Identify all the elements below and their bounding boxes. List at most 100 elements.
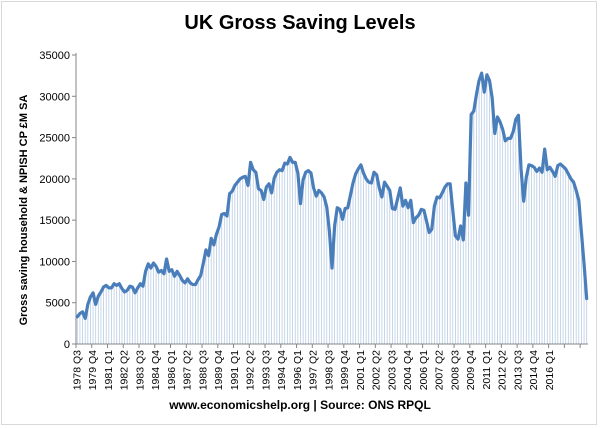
- data-point: [415, 216, 417, 218]
- data-point: [197, 278, 199, 280]
- data-point: [84, 317, 86, 319]
- data-point: [171, 268, 173, 270]
- data-point: [459, 225, 461, 227]
- data-point: [488, 79, 490, 81]
- data-point: [341, 218, 343, 220]
- data-point: [559, 163, 561, 165]
- data-point: [152, 262, 154, 264]
- x-tick-label: 2003 Q3: [386, 350, 398, 390]
- data-point: [404, 199, 406, 201]
- data-point: [483, 91, 485, 93]
- data-point: [501, 128, 503, 130]
- data-point: [131, 286, 133, 288]
- data-point: [215, 233, 217, 235]
- data-point: [454, 235, 456, 237]
- data-point: [525, 176, 527, 178]
- data-point: [105, 284, 107, 286]
- data-point: [129, 285, 131, 287]
- data-point: [457, 238, 459, 240]
- x-tick-label: 1987 Q2: [182, 350, 194, 390]
- data-point: [357, 168, 359, 170]
- data-point: [533, 166, 535, 168]
- y-tick-label: 35000: [39, 50, 70, 62]
- y-tick-label: 25000: [39, 133, 70, 145]
- data-point: [281, 169, 283, 171]
- x-tick-label: 2001 Q1: [355, 350, 367, 390]
- y-tick-label: 20000: [39, 174, 70, 186]
- data-point: [562, 165, 564, 167]
- source-caption: www.economicshelp.org | Source: ONS RPQL: [169, 398, 431, 412]
- data-point: [567, 173, 569, 175]
- data-point: [155, 265, 157, 267]
- data-point: [265, 186, 267, 188]
- data-point: [517, 114, 519, 116]
- data-point: [137, 287, 139, 289]
- data-point: [273, 177, 275, 179]
- data-point: [583, 263, 585, 265]
- y-tick-label: 15000: [39, 215, 70, 227]
- x-tick-label: 1979 Q4: [87, 350, 99, 390]
- data-point: [218, 226, 220, 228]
- data-point: [158, 271, 160, 273]
- data-point: [121, 287, 123, 289]
- data-point: [189, 282, 191, 284]
- y-tick-label: 10000: [39, 256, 70, 268]
- data-point: [331, 267, 333, 269]
- data-point: [113, 283, 115, 285]
- data-point: [108, 287, 110, 289]
- data-point: [328, 230, 330, 232]
- data-point: [76, 316, 78, 318]
- x-tick-label: 1984 Q4: [150, 350, 162, 390]
- data-point: [323, 196, 325, 198]
- data-point: [478, 79, 480, 81]
- data-point: [423, 209, 425, 211]
- data-point: [176, 270, 178, 272]
- x-tick-labels: 1978 Q3 1979 Q4 1981 Q1 1982 Q2 1983 Q3 1984 …: [71, 350, 556, 390]
- data-point: [578, 199, 580, 201]
- data-point: [381, 196, 383, 198]
- data-point: [431, 228, 433, 230]
- data-point: [150, 267, 152, 269]
- data-point: [347, 207, 349, 209]
- data-point: [402, 205, 404, 207]
- data-point: [81, 311, 83, 313]
- x-tick-label: 2013 Q3: [512, 350, 524, 390]
- data-point: [236, 181, 238, 183]
- x-tick-label: 2008 Q3: [449, 350, 461, 390]
- data-point: [278, 169, 280, 171]
- data-point: [252, 169, 254, 171]
- data-point: [391, 207, 393, 209]
- data-point: [436, 196, 438, 198]
- data-point: [310, 172, 312, 174]
- data-point: [255, 171, 257, 173]
- y-tick-label: 5000: [46, 298, 70, 310]
- data-point: [580, 231, 582, 233]
- data-point: [530, 164, 532, 166]
- data-point: [276, 171, 278, 173]
- x-tick-label: 1997 Q2: [308, 350, 320, 390]
- data-point: [420, 208, 422, 210]
- x-tick-label: 1989 Q4: [213, 350, 225, 390]
- data-point: [475, 93, 477, 95]
- data-point: [407, 207, 409, 209]
- data-point: [100, 291, 102, 293]
- data-point: [557, 164, 559, 166]
- data-point: [410, 199, 412, 201]
- data-point: [412, 221, 414, 223]
- data-point: [452, 209, 454, 211]
- data-point: [512, 131, 514, 133]
- data-point: [536, 170, 538, 172]
- data-point: [286, 163, 288, 165]
- data-point: [572, 181, 574, 183]
- data-point: [223, 212, 225, 214]
- data-point: [239, 178, 241, 180]
- data-point: [470, 113, 472, 115]
- x-tick-label: 1982 Q2: [119, 350, 131, 390]
- data-point: [336, 207, 338, 209]
- x-tick-label: 1988 Q3: [197, 350, 209, 390]
- data-point: [160, 269, 162, 271]
- data-point: [396, 197, 398, 199]
- data-point: [289, 156, 291, 158]
- x-tick-label: 1983 Q3: [134, 350, 146, 390]
